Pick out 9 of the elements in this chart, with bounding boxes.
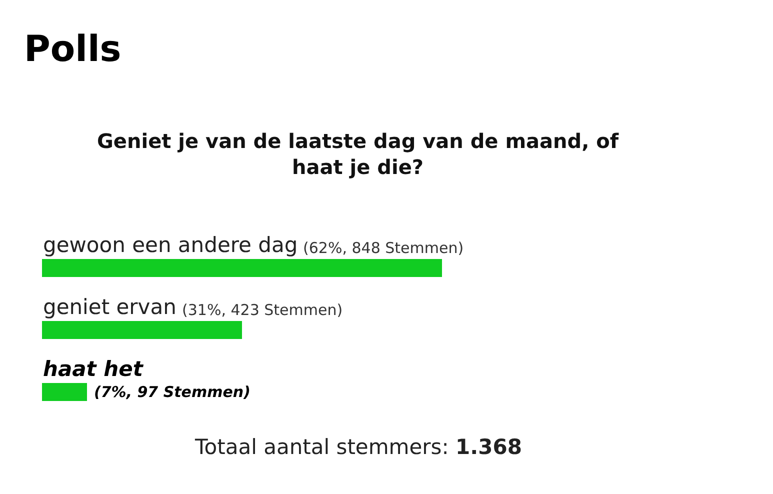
y-tick-label: gewoon een andere dag bbox=[43, 233, 298, 257]
chart-subtitle: Geniet je van de laatste dag van de maand, of haat je die? bbox=[97, 129, 619, 179]
chart-title: Polls bbox=[24, 29, 122, 70]
text: Totaal aantal stemmers: 1.368 bbox=[194, 435, 522, 459]
data-label: (62%, 848 Stemmen) bbox=[303, 239, 464, 257]
data-label: (7%, 97 Stemmen) bbox=[94, 383, 250, 401]
data-label: (31%, 423 Stemmen) bbox=[182, 301, 343, 319]
y-tick-label: haat het bbox=[43, 357, 144, 381]
y-tick-label: geniet ervan bbox=[43, 295, 176, 319]
